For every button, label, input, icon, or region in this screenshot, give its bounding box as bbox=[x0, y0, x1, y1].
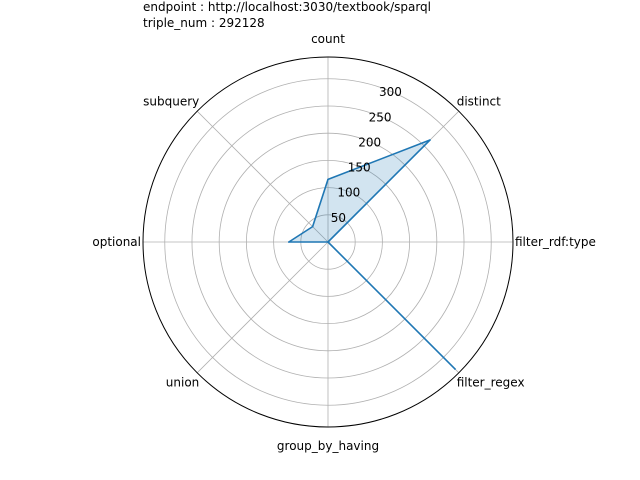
r-tick-label-200: 200 bbox=[358, 135, 381, 149]
category-label-filter-rdf-type: filter_rdf:type bbox=[515, 235, 596, 249]
category-label-group-by-having: group_by_having bbox=[277, 439, 379, 453]
data-point-subquery bbox=[311, 225, 314, 228]
title-line-triple-num: triple_num : 292128 bbox=[143, 16, 265, 30]
series-line bbox=[288, 139, 456, 370]
grid-spoke-subquery bbox=[196, 110, 329, 243]
radial-tick-labels: 50 100 150 200 250 300 bbox=[331, 85, 402, 225]
category-label-count: count bbox=[311, 32, 345, 46]
r-tick-label-250: 250 bbox=[369, 110, 392, 124]
polar-frame bbox=[142, 56, 514, 428]
grid-spoke-union bbox=[196, 241, 329, 374]
category-label-subquery: subquery bbox=[143, 94, 199, 108]
title-line-endpoint: endpoint : http://localhost:3030/textboo… bbox=[143, 0, 431, 14]
series-area-fill bbox=[288, 140, 455, 369]
data-point-count bbox=[327, 178, 329, 181]
data-point-optional bbox=[288, 241, 290, 243]
r-tick-label-150: 150 bbox=[348, 161, 371, 175]
data-layer bbox=[288, 139, 456, 370]
data-point-distinct bbox=[429, 139, 431, 141]
r-tick-label-50: 50 bbox=[331, 211, 346, 225]
category-label-optional: optional bbox=[92, 235, 141, 249]
r-tick-label-300: 300 bbox=[379, 85, 402, 99]
category-label-distinct: distinct bbox=[457, 94, 501, 108]
category-label-union: union bbox=[166, 376, 200, 390]
data-point-union bbox=[327, 241, 329, 243]
chart-title: endpoint : http://localhost:3030/textboo… bbox=[143, 0, 431, 30]
data-point-filter-regex bbox=[454, 368, 456, 370]
category-label-filter-regex: filter_regex bbox=[457, 376, 525, 390]
category-labels: count distinct filter_rdf:type filter_regex… bbox=[92, 32, 596, 453]
r-tick-label-100: 100 bbox=[337, 186, 360, 200]
